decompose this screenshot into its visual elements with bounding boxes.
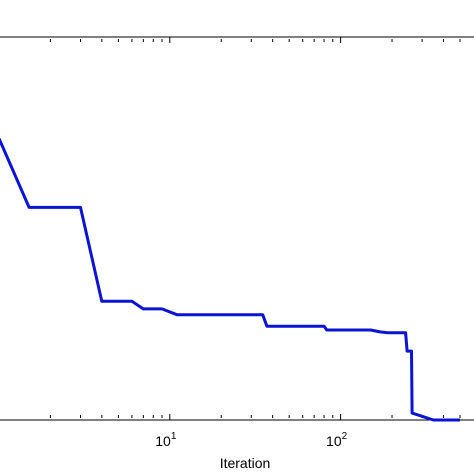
x-tick-label: 102 [326,431,348,449]
plot-frame [0,36,474,421]
series-line [0,137,460,422]
x-axis-label: Iteration [220,455,271,471]
x-tick-labels: 101 102 [155,431,347,449]
series-layer [0,137,460,422]
x-tick-label: 101 [155,431,177,449]
